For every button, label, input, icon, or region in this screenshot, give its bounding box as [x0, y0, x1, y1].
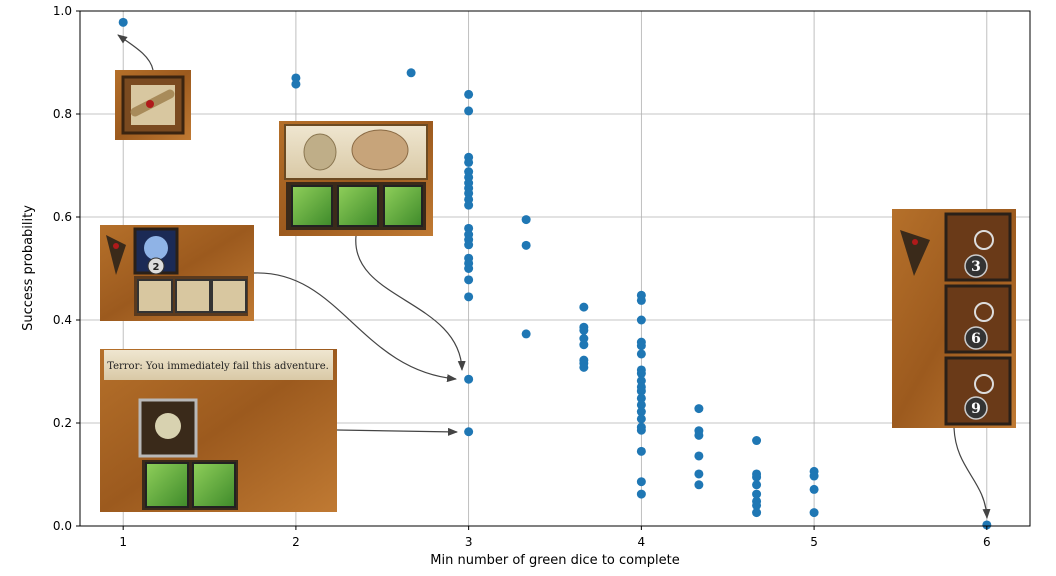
data-point-66	[752, 480, 762, 490]
data-point-57	[694, 404, 704, 414]
magnifier-number-9: 9	[971, 401, 981, 417]
data-point-25	[464, 427, 474, 437]
data-point-49	[636, 400, 646, 410]
data-point-18	[464, 240, 474, 250]
arrow-cultist-card	[355, 235, 466, 371]
data-point-63	[752, 436, 762, 446]
data-point-29	[579, 302, 589, 312]
data-point-15	[464, 223, 474, 233]
y-tick-label-5: 1.0	[53, 4, 72, 18]
data-point-22	[464, 275, 474, 285]
data-point-23	[464, 292, 474, 302]
y-tick-label-3: 0.6	[53, 210, 72, 224]
plot-frame	[79, 10, 1031, 527]
data-point-4	[464, 89, 474, 99]
data-points	[118, 17, 992, 530]
data-point-59	[694, 430, 704, 440]
data-point-48	[636, 393, 646, 403]
data-point-33	[579, 340, 589, 350]
data-point-72	[809, 471, 819, 481]
magnifier-card-image: 3 6 9	[892, 209, 1016, 428]
data-point-3	[406, 68, 416, 78]
skull-scroll-card-image: 2	[100, 225, 254, 321]
data-point-60	[694, 451, 704, 461]
arrow-magnifier-card	[953, 427, 991, 519]
data-point-1	[291, 73, 301, 83]
data-point-73	[809, 484, 819, 494]
data-point-27	[521, 240, 531, 250]
data-point-38	[636, 295, 646, 305]
axis-ticks: 1 2 3 4 5 6 0.0 0.2 0.4 0.6 0.8 1.0	[53, 4, 991, 549]
data-point-41	[636, 341, 646, 351]
data-point-36	[579, 362, 589, 372]
x-tick-label-5: 6	[983, 535, 991, 549]
data-point-2	[291, 79, 301, 89]
data-point-62	[694, 480, 704, 490]
data-point-51	[636, 414, 646, 424]
data-point-70	[752, 508, 762, 518]
terror-card-text: Terror: You immediately fail this advent…	[107, 361, 329, 372]
x-axis-title: Min number of green dice to complete	[430, 553, 679, 568]
data-point-28	[521, 329, 531, 339]
magnifier-number-3: 3	[971, 259, 981, 275]
y-axis-title: Success probability	[21, 205, 36, 331]
annotation-arrows	[117, 34, 991, 519]
skull-card-number: 2	[153, 262, 160, 273]
x-tick-label-2: 3	[465, 535, 473, 549]
data-point-67	[752, 489, 762, 499]
x-tick-label-1: 2	[292, 535, 300, 549]
arrow-terror-card	[336, 427, 458, 436]
arrow-skull-card	[253, 272, 457, 383]
data-point-12	[464, 188, 474, 198]
y-tick-label-2: 0.4	[53, 313, 72, 327]
data-point-44	[636, 369, 646, 379]
data-point-39	[636, 315, 646, 325]
data-point-0	[118, 17, 128, 27]
data-point-24	[464, 374, 474, 384]
data-point-21	[464, 264, 474, 273]
data-point-45	[636, 376, 646, 386]
data-point-55	[636, 477, 646, 487]
y-tick-label-0: 0.0	[53, 519, 72, 533]
y-tick-label-4: 0.8	[53, 107, 72, 121]
x-tick-label-3: 4	[638, 535, 646, 549]
data-point-69	[752, 500, 762, 510]
scroll-card-image	[115, 70, 191, 140]
data-point-42	[636, 349, 646, 359]
data-point-65	[752, 472, 762, 482]
data-point-7	[464, 157, 474, 167]
data-point-14	[464, 200, 474, 210]
data-point-5	[464, 106, 474, 116]
data-point-50	[636, 407, 646, 417]
data-point-47	[636, 386, 646, 396]
arrow-scroll-card	[117, 34, 154, 71]
data-point-31	[579, 325, 589, 335]
terror-card-image: Terror: You immediately fail this advent…	[100, 349, 337, 512]
data-point-32	[579, 334, 589, 344]
magnifier-number-6: 6	[971, 331, 981, 347]
data-point-26	[521, 215, 531, 225]
data-point-53	[636, 425, 646, 435]
data-point-54	[636, 446, 646, 456]
x-tick-label-4: 5	[810, 535, 818, 549]
data-point-75	[982, 520, 992, 530]
data-point-56	[636, 489, 646, 499]
cultist-card-image	[279, 121, 433, 236]
x-tick-label-0: 1	[119, 535, 127, 549]
data-point-74	[809, 508, 819, 518]
data-point-61	[694, 469, 704, 479]
y-tick-label-1: 0.2	[53, 416, 72, 430]
